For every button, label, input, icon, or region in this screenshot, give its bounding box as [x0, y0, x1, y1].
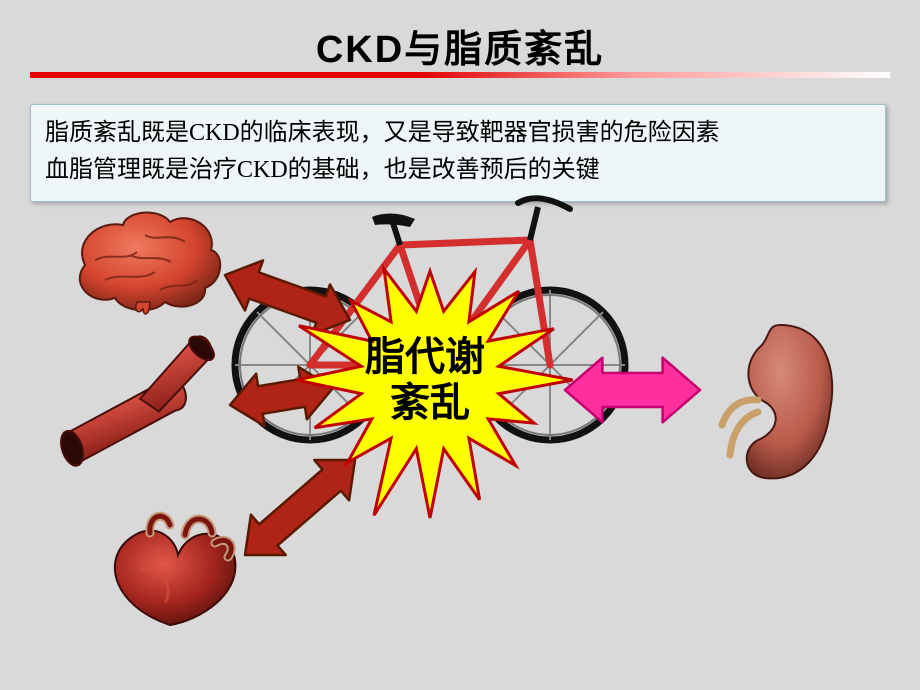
diagram: 脂代谢 紊乱	[0, 195, 920, 665]
heart-icon	[115, 516, 236, 625]
slide-root: CKD与脂质紊乱 脂质紊乱既是CKD的临床表现，又是导致靶器官损害的危险因素 血…	[0, 0, 920, 690]
title-divider	[30, 72, 890, 78]
info-line-2: 血脂管理既是治疗CKD的基础，也是改善预后的关键	[45, 152, 871, 189]
arrow-to-heart	[245, 460, 355, 555]
kidney-icon	[722, 325, 832, 478]
arrow-to-kidney	[565, 358, 700, 423]
info-box: 脂质紊乱既是CKD的临床表现，又是导致靶器官损害的危险因素 血脂管理既是治疗CK…	[30, 104, 886, 202]
slide-title: CKD与脂质紊乱	[0, 18, 920, 73]
brain-icon	[80, 213, 220, 314]
info-line-1: 脂质紊乱既是CKD的临床表现，又是导致靶器官损害的危险因素	[45, 115, 871, 152]
blood-vessel-icon	[40, 328, 238, 469]
